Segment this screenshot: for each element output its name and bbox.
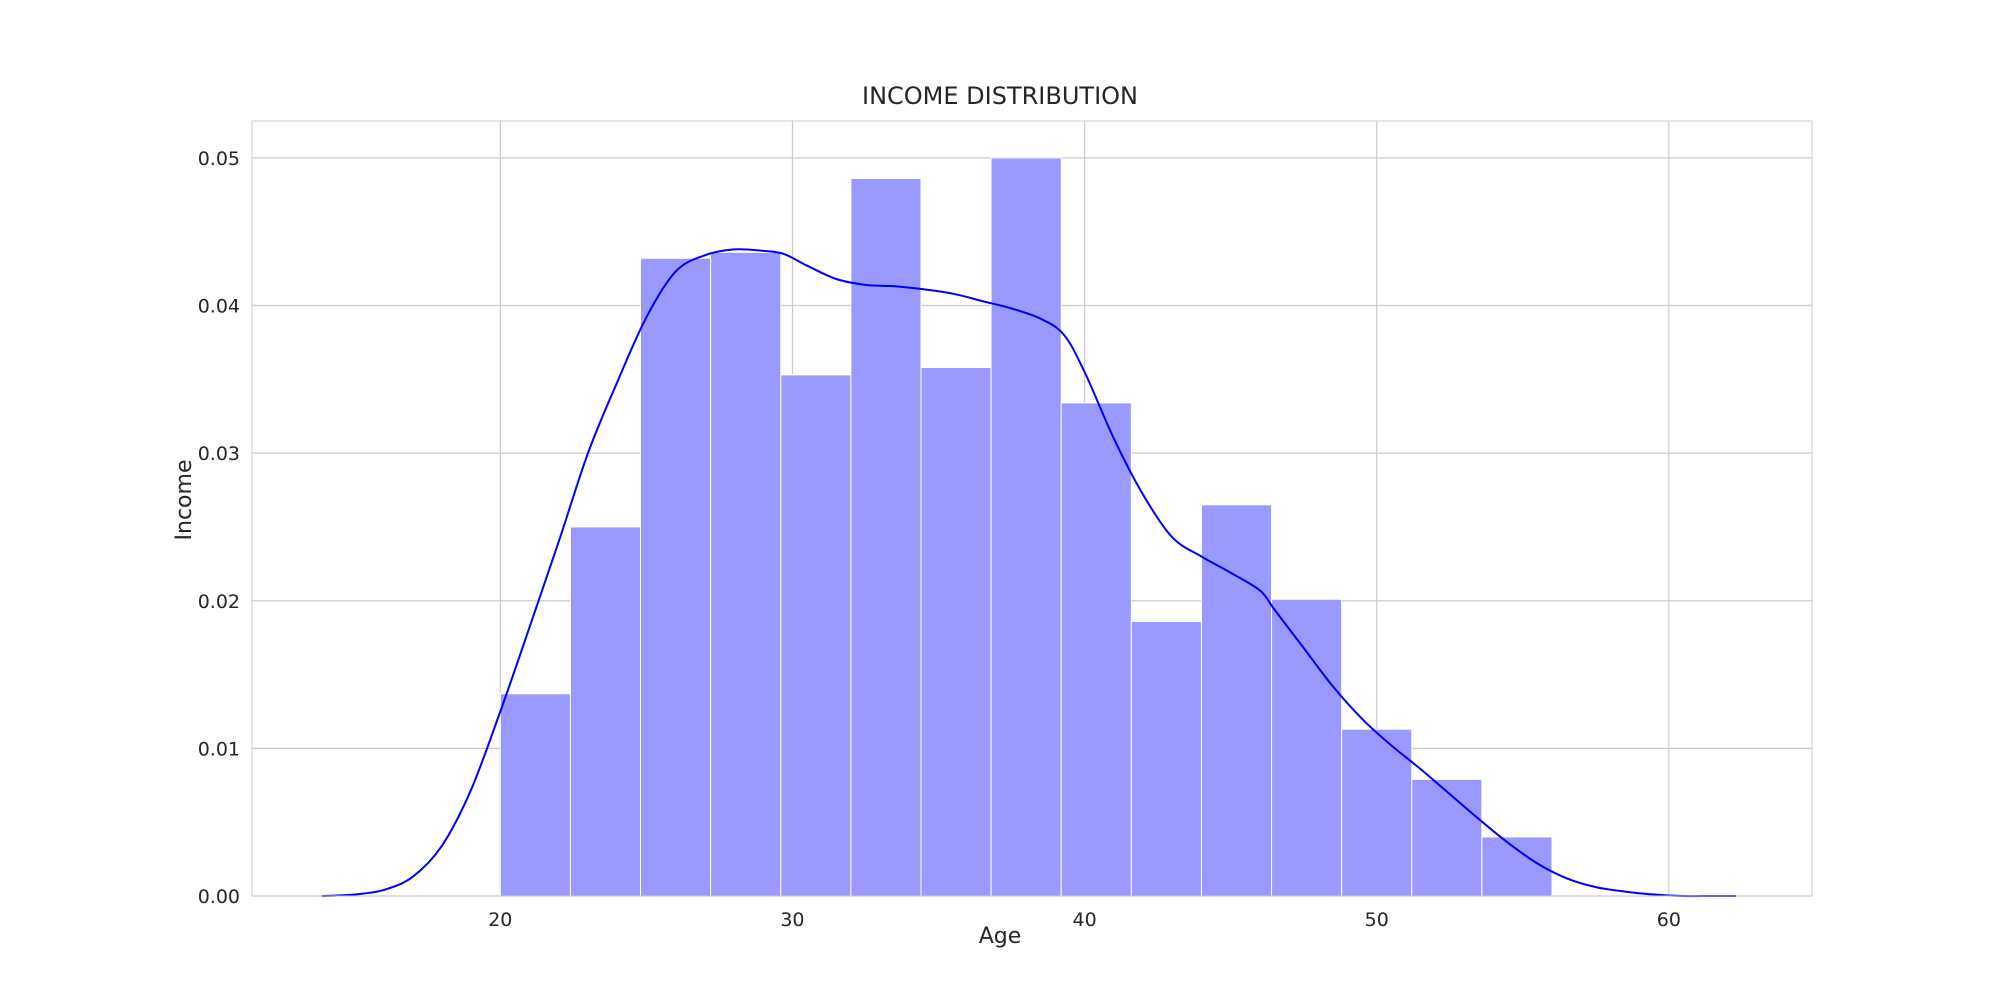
histogram-bar [710,251,782,897]
y-tick-labels: 0.00 0.01 0.02 0.03 0.04 0.05 [198,148,240,908]
histogram-bar [1200,504,1273,897]
x-tick-label: 60 [1657,909,1681,931]
histogram-bar [990,157,1062,897]
chart-title: INCOME DISTRIBUTION [862,82,1138,110]
histogram-bar [1271,598,1343,897]
histogram-bar [499,693,571,897]
plot-frame [251,120,1813,897]
x-tick-label: 30 [780,909,804,931]
y-tick-label: 0.01 [198,738,240,760]
y-axis-label: Income [172,460,197,541]
histogram-bar [569,526,642,897]
histogram-bar [1481,836,1553,897]
histogram-bar [1060,402,1132,897]
x-tick-label: 40 [1072,909,1096,931]
density-curve [322,248,1736,898]
histogram-bars [499,157,1553,897]
y-tick-label: 0.00 [198,886,240,908]
x-tick-label: 50 [1365,909,1389,931]
histogram-bar [1130,620,1202,897]
x-tick-labels: 20 30 40 50 60 [488,909,1681,931]
y-tick-label: 0.04 [198,296,240,318]
y-tick-label: 0.02 [198,591,240,613]
histogram-bar [640,257,712,897]
histogram-bar [780,374,852,897]
x-axis-label: Age [979,924,1022,949]
histogram-bar [920,367,992,897]
y-tick-label: 0.05 [198,148,240,170]
histogram-bar [850,178,922,897]
y-tick-label: 0.03 [198,443,240,465]
x-tick-label: 20 [488,909,512,931]
histogram-bar [1411,778,1483,897]
density-curve-layer [322,248,1736,898]
